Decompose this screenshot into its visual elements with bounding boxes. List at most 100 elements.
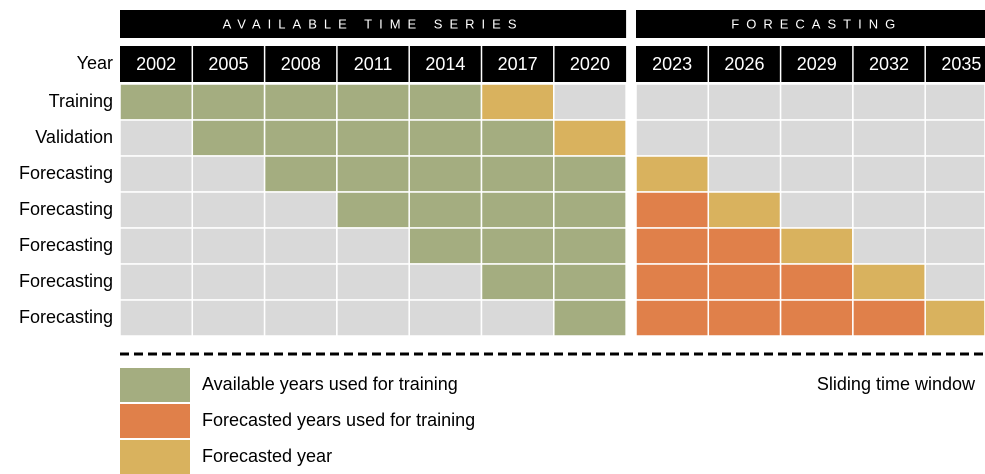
year-bar — [120, 46, 627, 82]
row-label: Validation — [35, 127, 113, 147]
cell — [408, 191, 483, 229]
cell — [635, 227, 710, 265]
legend-label: Available years used for training — [202, 374, 458, 394]
cell — [779, 227, 854, 265]
cell — [263, 299, 338, 337]
cell — [635, 119, 710, 157]
cell — [707, 83, 782, 121]
cell — [635, 263, 710, 301]
cell — [263, 191, 338, 229]
cell — [779, 83, 854, 121]
year: 2014 — [425, 54, 465, 74]
cell — [336, 263, 410, 301]
cell — [553, 119, 627, 157]
cell — [924, 155, 985, 193]
section-title: AVAILABLE TIME SERIES — [223, 16, 524, 31]
cell — [480, 119, 555, 157]
cell — [408, 299, 483, 337]
cell — [336, 83, 410, 121]
year: 2005 — [208, 54, 248, 74]
cell — [852, 263, 926, 301]
cell — [852, 83, 926, 121]
cell — [924, 227, 985, 265]
cell — [707, 119, 782, 157]
cell — [480, 263, 555, 301]
cell — [852, 191, 926, 229]
cell — [852, 119, 926, 157]
cell — [119, 155, 194, 193]
row-label: Forecasting — [19, 271, 113, 291]
cell — [553, 263, 627, 301]
cell — [779, 155, 854, 193]
section-title: FORECASTING — [731, 16, 902, 31]
row-label: Forecasting — [19, 307, 113, 327]
cell — [336, 119, 410, 157]
cell — [480, 191, 555, 229]
cell — [924, 263, 985, 301]
cell — [924, 119, 985, 157]
cell — [553, 227, 627, 265]
cell — [191, 227, 266, 265]
row-label: Forecasting — [19, 235, 113, 255]
cell — [707, 263, 782, 301]
cell — [480, 299, 555, 337]
cell — [924, 191, 985, 229]
legend-swatch — [120, 440, 190, 474]
section-header — [120, 10, 627, 38]
section-header — [636, 10, 985, 38]
cell — [635, 155, 710, 193]
cell — [553, 299, 627, 337]
cell — [408, 263, 483, 301]
cell — [336, 227, 410, 265]
cell — [263, 227, 338, 265]
cell — [480, 83, 555, 121]
cell — [779, 191, 854, 229]
cell — [480, 155, 555, 193]
cell — [635, 83, 710, 121]
cell — [635, 299, 710, 337]
year: 2035 — [941, 54, 981, 74]
cell — [707, 227, 782, 265]
cell — [408, 227, 483, 265]
cell — [336, 299, 410, 337]
cell — [119, 227, 194, 265]
cell — [779, 299, 854, 337]
cell — [119, 191, 194, 229]
cell — [119, 263, 194, 301]
cell — [553, 83, 627, 121]
cell — [119, 83, 194, 121]
cell — [263, 155, 338, 193]
legend-label: Forecasted years used for training — [202, 410, 475, 430]
cell — [924, 83, 985, 121]
cell — [408, 83, 483, 121]
year: 2032 — [869, 54, 909, 74]
year: 2029 — [797, 54, 837, 74]
legend-swatch — [120, 368, 190, 402]
note: Sliding time window — [817, 374, 976, 394]
cell — [707, 155, 782, 193]
cell — [336, 191, 410, 229]
cell — [191, 119, 266, 157]
year-bar — [636, 46, 985, 82]
year: 2008 — [281, 54, 321, 74]
cell — [191, 83, 266, 121]
cell — [480, 227, 555, 265]
cell — [408, 155, 483, 193]
cell — [553, 155, 627, 193]
row-label: Forecasting — [19, 199, 113, 219]
year: 2020 — [570, 54, 610, 74]
cell — [191, 263, 266, 301]
cell — [852, 155, 926, 193]
year: 2023 — [652, 54, 692, 74]
year: 2002 — [136, 54, 176, 74]
cell — [191, 299, 266, 337]
cell — [263, 83, 338, 121]
cell — [263, 263, 338, 301]
cell — [924, 299, 985, 337]
cell — [707, 299, 782, 337]
cell — [119, 299, 194, 337]
year-label: Year — [77, 53, 113, 73]
cell — [779, 263, 854, 301]
row-label: Training — [49, 91, 113, 111]
